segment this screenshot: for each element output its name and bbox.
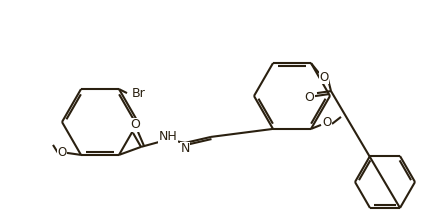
Text: Br: Br — [132, 87, 146, 100]
Text: O: O — [130, 118, 140, 131]
Text: O: O — [319, 71, 329, 84]
Text: NH: NH — [159, 130, 177, 143]
Text: N: N — [180, 142, 190, 155]
Text: O: O — [57, 146, 67, 159]
Text: O: O — [304, 91, 314, 104]
Text: O: O — [323, 116, 332, 129]
